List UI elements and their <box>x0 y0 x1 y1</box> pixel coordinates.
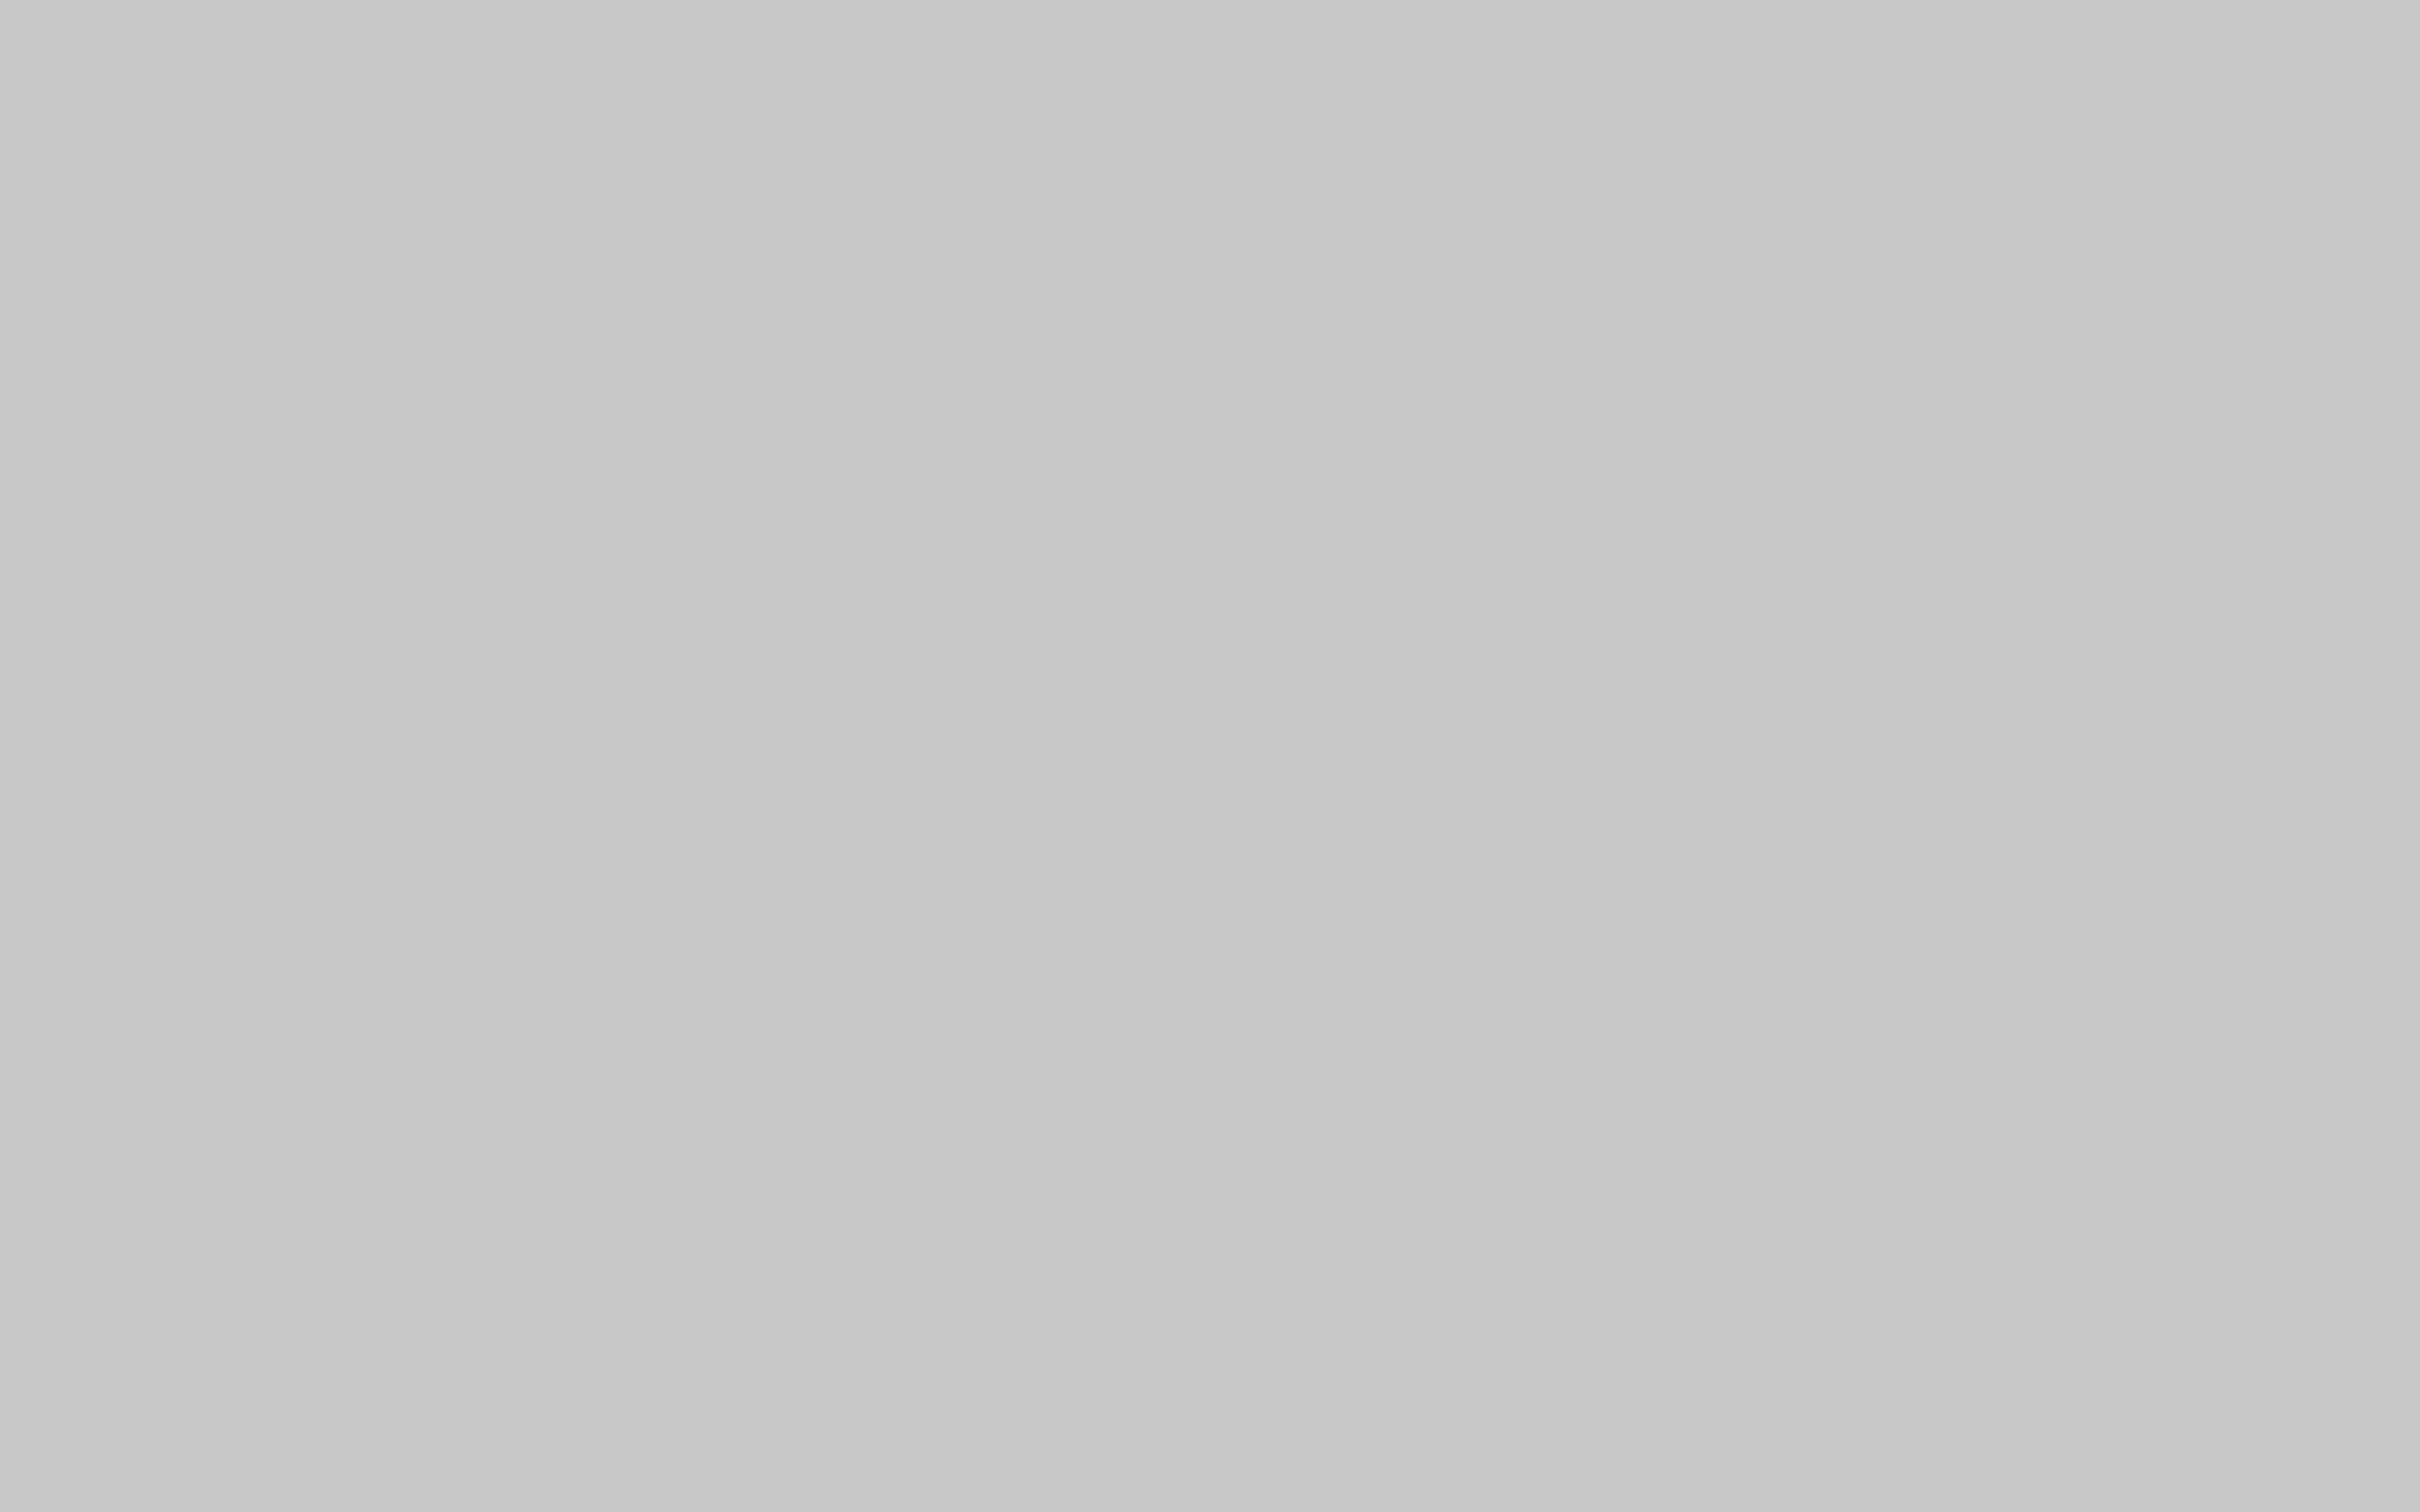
quadrant-top-right <box>1210 0 2420 756</box>
quadrant-bottom-left <box>0 756 1210 1512</box>
quadrant-bottom-right <box>1210 756 2420 1512</box>
quadrant-top-left <box>0 0 1210 756</box>
